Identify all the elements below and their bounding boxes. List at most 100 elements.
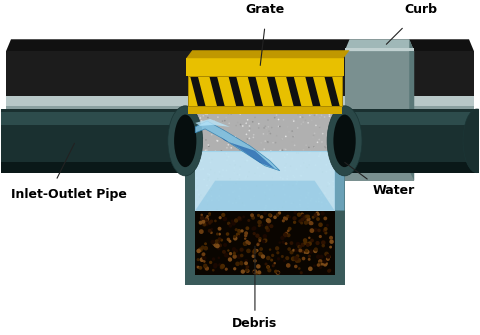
Point: [209, 240, 216, 245]
Point: [275, 270, 283, 275]
Point: [213, 239, 221, 244]
Point: [194, 141, 202, 146]
Point: [294, 242, 301, 247]
Point: [255, 213, 263, 218]
Point: [232, 123, 240, 128]
Point: [260, 161, 268, 166]
Point: [225, 192, 233, 198]
Point: [261, 233, 269, 239]
Point: [193, 140, 201, 145]
Point: [290, 200, 298, 205]
Point: [280, 182, 288, 188]
Point: [237, 109, 245, 114]
Point: [273, 133, 280, 138]
Point: [256, 149, 264, 154]
Point: [330, 184, 337, 190]
Point: [253, 233, 261, 239]
Bar: [345, 51, 414, 181]
Point: [201, 264, 209, 269]
Point: [267, 213, 275, 218]
Point: [265, 218, 273, 224]
Point: [235, 200, 242, 206]
Point: [264, 147, 272, 153]
Point: [252, 270, 260, 276]
Polygon shape: [286, 76, 301, 106]
Point: [327, 245, 335, 250]
Point: [310, 144, 318, 150]
Point: [282, 134, 289, 139]
Point: [213, 244, 221, 249]
Point: [315, 189, 323, 195]
Point: [234, 172, 241, 177]
Point: [237, 260, 245, 265]
Point: [276, 148, 284, 153]
Point: [292, 256, 300, 261]
Point: [256, 173, 264, 179]
Point: [225, 248, 232, 253]
Bar: [1, 161, 185, 173]
Point: [201, 210, 209, 215]
Point: [308, 221, 315, 226]
Point: [216, 226, 223, 231]
Bar: [1, 112, 185, 125]
Point: [260, 155, 268, 161]
Point: [297, 173, 304, 178]
Point: [212, 263, 219, 268]
Point: [310, 144, 318, 149]
Point: [301, 250, 309, 255]
Point: [278, 235, 286, 241]
Point: [316, 151, 324, 157]
Point: [226, 239, 234, 244]
Point: [285, 228, 292, 233]
Point: [221, 216, 229, 222]
Point: [241, 211, 249, 217]
Point: [196, 115, 204, 121]
Point: [268, 207, 276, 213]
Point: [257, 196, 265, 202]
Point: [197, 220, 204, 225]
Point: [315, 199, 323, 204]
Point: [296, 266, 303, 271]
Point: [318, 113, 325, 118]
Point: [276, 148, 284, 153]
Point: [240, 143, 248, 149]
Point: [222, 266, 230, 272]
Point: [273, 112, 280, 118]
Point: [327, 172, 335, 177]
Point: [317, 157, 324, 162]
Point: [202, 263, 209, 268]
Point: [201, 259, 208, 264]
Point: [192, 170, 200, 175]
Point: [236, 172, 243, 178]
Point: [324, 184, 332, 189]
Point: [272, 206, 279, 211]
Point: [199, 135, 206, 141]
Point: [276, 175, 284, 180]
Point: [274, 270, 282, 275]
Point: [290, 175, 298, 180]
Point: [288, 154, 296, 160]
Point: [250, 249, 258, 255]
Point: [202, 198, 210, 203]
Point: [322, 226, 329, 231]
Point: [222, 115, 230, 120]
Point: [217, 148, 225, 153]
Point: [249, 190, 256, 196]
Bar: [188, 106, 342, 114]
Point: [318, 262, 326, 267]
Point: [281, 154, 288, 160]
Point: [297, 244, 304, 250]
Point: [243, 267, 251, 273]
Point: [316, 166, 324, 172]
Bar: [195, 151, 335, 210]
Point: [219, 212, 227, 218]
Point: [203, 221, 210, 227]
Point: [288, 128, 296, 134]
Point: [278, 137, 286, 142]
Point: [324, 254, 332, 259]
Ellipse shape: [463, 109, 480, 173]
Point: [282, 199, 289, 205]
Point: [291, 220, 299, 225]
Point: [235, 215, 243, 221]
Point: [274, 212, 281, 217]
